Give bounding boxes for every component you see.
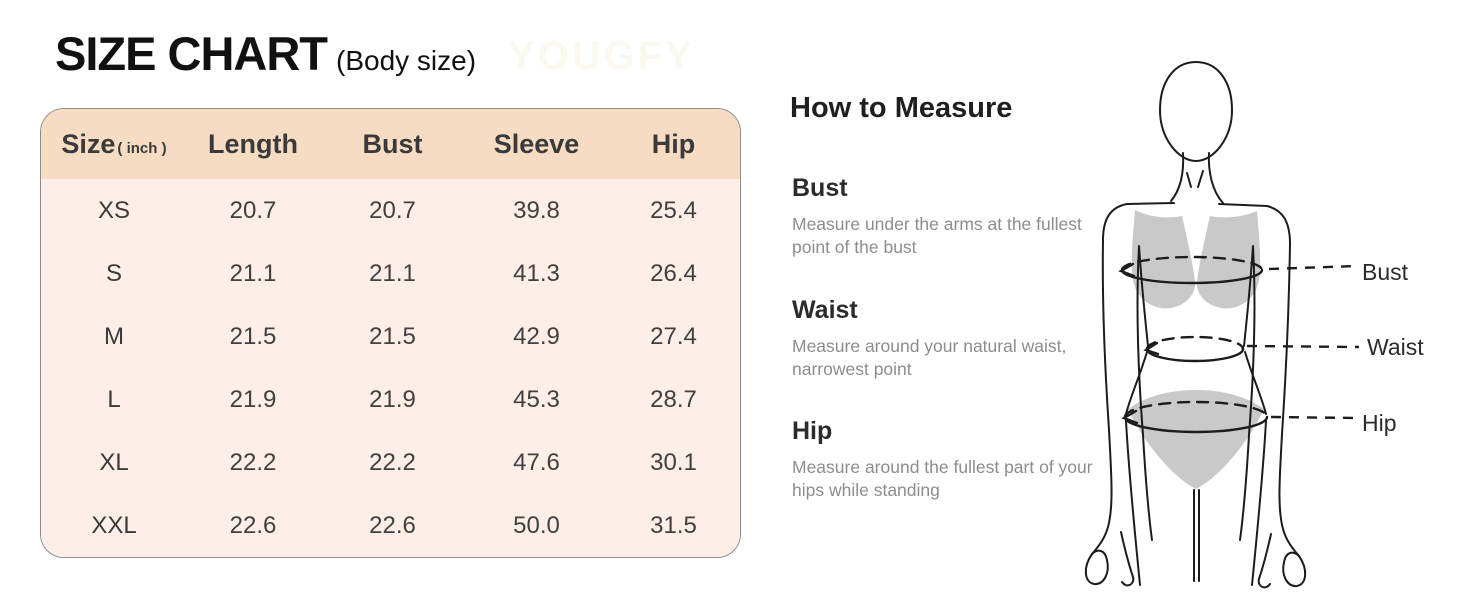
cell-size: M [104,322,124,350]
size-header-label: Size [61,128,116,159]
table-row: M 21.5 21.5 42.9 27.4 [41,305,740,368]
hip-pointer-line [1270,415,1357,420]
hip-arrowhead [1121,409,1139,425]
cell-bust: 20.7 [369,196,416,224]
cell-hip: 31.5 [650,511,697,539]
how-to-measure-title: How to Measure [790,92,1013,124]
measure-label-waist: Waist [792,296,858,324]
body-outline-illustration [1084,61,1360,589]
page-title: SIZE CHART [55,27,328,80]
cell-sleeve: 50.0 [513,511,560,539]
column-header-sleeve: Sleeve [493,128,580,159]
cell-hip: 27.4 [650,322,697,350]
cell-size: S [105,259,122,287]
column-header-size: Size( inch ) [41,129,187,160]
figure-label-hip: Hip [1362,410,1397,436]
cell-size: XS [97,196,130,224]
cell-size: XXL [91,511,137,539]
size-table-header: Size( inch ) Length Bust Sleeve Hip [41,109,740,179]
measure-label-hip: Hip [792,417,833,445]
bust-ellipse [1120,268,1264,285]
cell-length: 21.1 [229,259,277,287]
waist-ellipse [1145,347,1245,363]
body-measurement-figure [1075,40,1464,600]
cell-hip: 26.4 [650,259,697,287]
cell-sleeve: 39.8 [513,196,560,224]
cell-bust: 22.6 [369,511,416,539]
column-header-hip: Hip [651,128,696,159]
table-row: XS 20.7 20.7 39.8 25.4 [41,179,740,242]
cell-bust: 21.9 [369,385,416,413]
brand-watermark: YOUGFY [508,34,695,78]
cell-bust: 21.1 [369,259,416,287]
measure-label-bust: Bust [792,174,848,202]
bust-ellipse-dashed [1120,255,1264,272]
measure-section-bust: Bust Measure under the arms at the fulle… [792,174,1097,259]
cell-sleeve: 42.9 [513,322,560,350]
figure-label-waist: Waist [1367,334,1424,360]
measure-desc-bust: Measure under the arms at the fullest po… [792,214,1082,257]
bust-pointer-line [1268,264,1357,271]
cell-sleeve: 47.6 [513,448,560,476]
size-table-body: XS 20.7 20.7 39.8 25.4 S 21.1 21.1 41.3 … [41,179,740,557]
cell-hip: 28.7 [650,385,697,413]
cell-length: 21.9 [229,385,277,413]
measure-desc-hip: Measure around the fullest part of your … [792,457,1093,500]
column-header-bust: Bust [362,128,423,159]
cell-length: 21.5 [229,322,277,350]
column-header-length: Length [208,128,298,159]
cell-size: L [107,385,121,413]
measure-section-waist: Waist Measure around your natural waist,… [792,296,1097,381]
page-subtitle: (Body size) [336,45,477,76]
cell-length: 22.2 [229,448,277,476]
cell-sleeve: 41.3 [513,259,560,287]
table-row: XXL 22.6 22.6 50.0 31.5 [41,494,740,557]
cell-hip: 25.4 [650,196,697,224]
hip-ellipse [1123,415,1269,434]
waist-arrowhead [1143,341,1160,356]
waist-pointer-line [1246,344,1360,349]
table-row: S 21.1 21.1 41.3 26.4 [41,242,740,305]
waist-ellipse-dashed [1145,335,1245,351]
hip-ellipse-dashed [1123,400,1269,419]
cell-bust: 21.5 [369,322,416,350]
measure-section-hip: Hip Measure around the fullest part of y… [792,417,1097,502]
page-title-row: SIZE CHART (Body size) [55,26,476,81]
cell-hip: 30.1 [650,448,697,476]
bust-arrowhead [1118,262,1136,278]
figure-label-bust: Bust [1362,259,1409,285]
table-row: XL 22.2 22.2 47.6 30.1 [41,431,740,494]
measure-desc-waist: Measure around your natural waist, narro… [792,336,1067,379]
cell-length: 22.6 [229,511,277,539]
cell-length: 20.7 [229,196,277,224]
unit-note: ( inch ) [117,139,167,157]
cell-sleeve: 45.3 [513,385,560,413]
cell-bust: 22.2 [369,448,416,476]
cell-size: XL [99,448,129,476]
size-table: Size( inch ) Length Bust Sleeve Hip XS 2… [40,108,741,558]
table-row: L 21.9 21.9 45.3 28.7 [41,368,740,431]
